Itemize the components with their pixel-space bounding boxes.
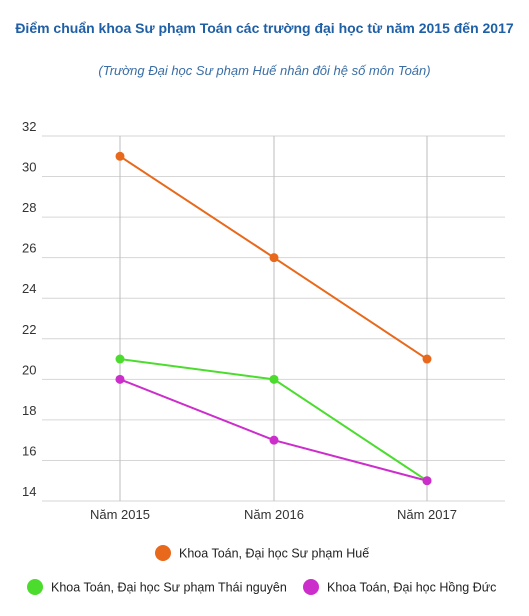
x-tick-label: Năm 2015 xyxy=(90,507,150,522)
y-tick-label: 20 xyxy=(22,362,36,377)
y-tick-label: 30 xyxy=(22,160,36,175)
y-tick-label: 24 xyxy=(22,281,36,296)
y-tick-label: 22 xyxy=(22,322,36,337)
legend-marker xyxy=(155,545,171,561)
legend-marker xyxy=(27,579,43,595)
x-tick-label: Năm 2017 xyxy=(397,507,457,522)
data-point xyxy=(422,354,432,364)
chart-title: Điểm chuẩn khoa Sư phạm Toán các trường … xyxy=(15,20,514,36)
y-tick-label: 26 xyxy=(22,241,36,256)
x-axis-ticks: Năm 2015 Năm 2016 Năm 2017 xyxy=(90,507,457,522)
data-point xyxy=(422,476,432,486)
legend: Khoa Toán, Đại học Sư phạm Huế Khoa Toán,… xyxy=(27,545,496,595)
chart-subtitle: (Trường Đại học Sư phạm Huế nhân đôi hệ … xyxy=(98,63,431,78)
y-tick-label: 18 xyxy=(22,403,36,418)
data-point xyxy=(115,354,125,364)
x-tick-label: Năm 2016 xyxy=(244,507,304,522)
legend-label: Khoa Toán, Đại học Hồng Đức xyxy=(327,581,496,595)
legend-label: Khoa Toán, Đại học Sư phạm Huế xyxy=(179,547,369,561)
data-point xyxy=(269,253,279,263)
legend-label: Khoa Toán, Đại học Sư phạm Thái nguyên xyxy=(51,581,287,595)
data-point xyxy=(115,374,125,384)
y-axis-ticks: 14 16 18 20 22 24 26 28 30 32 xyxy=(22,119,36,499)
grid-lines xyxy=(42,135,505,502)
y-tick-label: 28 xyxy=(22,200,36,215)
data-point xyxy=(269,374,279,384)
y-tick-label: 16 xyxy=(22,443,36,458)
legend-marker xyxy=(303,579,319,595)
y-tick-label: 32 xyxy=(22,119,36,134)
data-point xyxy=(269,435,279,445)
series-group xyxy=(115,151,432,486)
y-tick-label: 14 xyxy=(22,484,36,499)
data-point xyxy=(115,151,125,161)
